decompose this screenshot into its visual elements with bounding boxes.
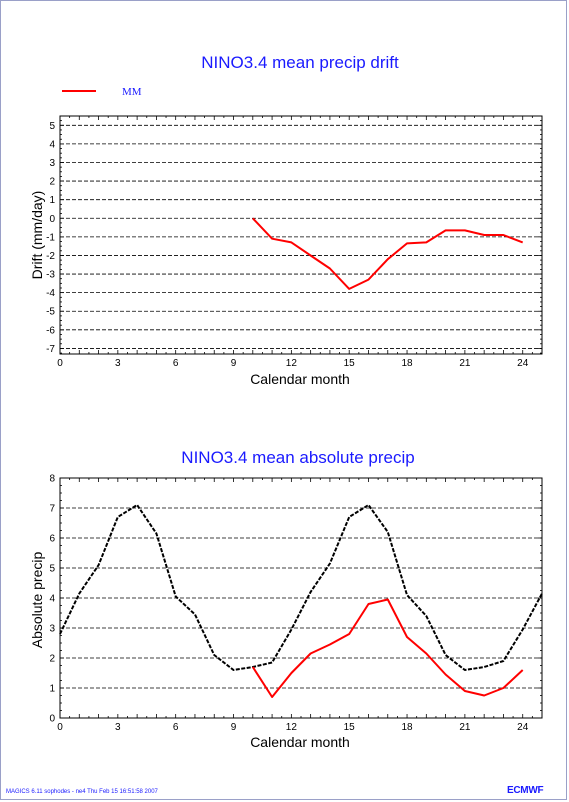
chart1-xlabel: Calendar month [250,371,350,387]
x-tick-label: 24 [517,358,529,369]
x-tick-label: 21 [459,722,471,733]
y-tick-label: 2 [49,654,55,665]
x-tick-label: 0 [57,358,63,369]
y-tick-label: 7 [49,504,55,515]
legend-label-mm: MM [122,86,142,98]
series-line-1-0 [252,217,524,290]
series-line-2-1 [251,598,524,698]
y-tick-label: -2 [46,251,55,262]
ecmwf-logo: ECMWF [507,785,544,796]
x-tick-label: 6 [173,722,179,733]
chart2-ylabel: Absolute precip [29,552,45,649]
chart2-title: NINO3.4 mean absolute precip [181,448,414,467]
y-tick-label: 3 [49,624,55,635]
y-tick-label: 1 [49,195,55,206]
x-tick-label: 15 [344,722,356,733]
chart2-xlabel: Calendar month [250,734,350,750]
series-line-2-0 [59,504,543,671]
x-tick-label: 21 [459,358,471,369]
chart1-title: NINO3.4 mean precip drift [201,53,399,72]
y-tick-label: -3 [46,270,55,281]
y-tick-label: 6 [49,534,55,545]
x-tick-label: 9 [231,358,237,369]
x-tick-label: 3 [115,722,121,733]
x-tick-label: 9 [231,722,237,733]
y-tick-label: 5 [49,121,55,132]
y-tick-label: 8 [49,474,55,485]
x-tick-label: 3 [115,358,121,369]
chart1-ylabel: Drift (mm/day) [29,191,45,280]
y-tick-label: 3 [49,158,55,169]
y-tick-label: -1 [46,232,55,243]
x-tick-label: 6 [173,358,179,369]
y-tick-label: 1 [49,684,55,695]
x-tick-label: 15 [344,358,356,369]
y-tick-label: 4 [49,139,55,150]
y-tick-label: -4 [46,288,55,299]
y-tick-label: -5 [46,307,55,318]
y-tick-label: -6 [46,325,55,336]
x-tick-label: 24 [517,722,529,733]
y-tick-label: 0 [49,214,55,225]
x-tick-label: 18 [401,722,413,733]
x-tick-label: 12 [286,722,298,733]
y-tick-label: 4 [49,594,55,605]
plot-frame [59,115,543,355]
x-tick-label: 12 [286,358,298,369]
y-tick-label: 0 [49,714,55,725]
y-tick-label: 2 [49,177,55,188]
footer-text: MAGICS 6.11 sophodes - ne4 Thu Feb 15 16… [6,789,158,795]
y-tick-label: 5 [49,564,55,575]
y-tick-label: -7 [46,344,55,355]
x-tick-label: 0 [57,722,63,733]
x-tick-label: 18 [401,358,413,369]
